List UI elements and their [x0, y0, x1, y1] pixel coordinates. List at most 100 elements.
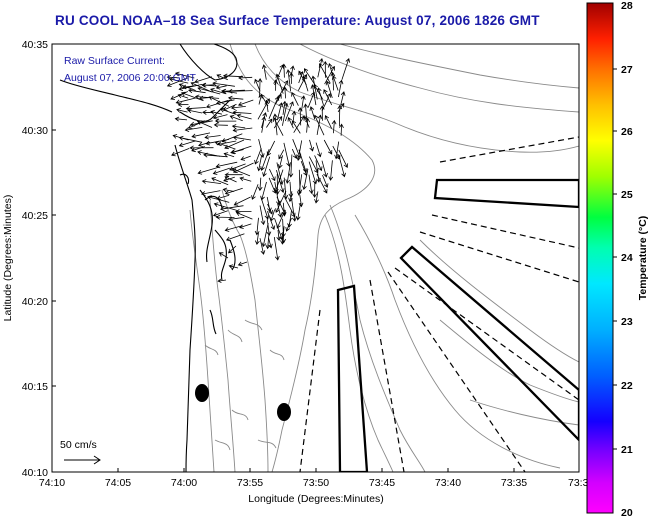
- current-vector: [316, 114, 323, 135]
- current-vector: [178, 135, 203, 143]
- current-vector: [254, 148, 262, 165]
- surface-current-vectors: [166, 57, 351, 283]
- current-vector: [319, 105, 325, 121]
- current-vector: [189, 145, 214, 151]
- current-vector: [277, 203, 283, 218]
- current-vector: [305, 117, 310, 133]
- current-vector: [261, 64, 267, 80]
- current-vector: [212, 210, 228, 217]
- current-vector: [341, 58, 351, 80]
- current-vector: [237, 261, 248, 267]
- colorbar-tick-label: 25: [621, 189, 633, 201]
- current-vector: [286, 69, 292, 92]
- current-vector: [261, 223, 269, 248]
- current-vector: [275, 174, 280, 195]
- current-vector: [325, 80, 333, 99]
- current-vector: [298, 195, 304, 208]
- current-vector: [177, 93, 189, 99]
- current-vector: [266, 118, 273, 128]
- x-tick-label: 73:3: [568, 477, 589, 489]
- current-vector: [210, 110, 222, 115]
- current-vector: [215, 85, 227, 90]
- current-vector: [278, 149, 285, 160]
- colorbar: [586, 2, 614, 514]
- current-vector: [338, 154, 346, 178]
- current-vector: [217, 278, 227, 283]
- current-vector: [276, 102, 284, 121]
- current-vector: [291, 91, 299, 106]
- current-vector: [259, 205, 266, 226]
- current-vector: [261, 116, 267, 133]
- current-vector: [238, 75, 253, 81]
- current-vector: [300, 95, 306, 112]
- current-vector: [309, 139, 315, 152]
- current-vector: [178, 140, 196, 148]
- bathymetry-contours: [189, 44, 579, 472]
- current-vector: [309, 106, 315, 119]
- current-vector: [213, 122, 228, 128]
- current-vector: [268, 237, 273, 249]
- current-vector: [268, 177, 277, 194]
- scale-arrow: [64, 455, 101, 465]
- current-vector: [221, 88, 245, 94]
- current-vector: [267, 203, 273, 215]
- current-vector: [201, 190, 221, 196]
- current-vector: [222, 73, 244, 79]
- current-vector: [272, 113, 278, 136]
- current-vector: [281, 226, 286, 238]
- coastline: [52, 44, 238, 472]
- current-vector: [191, 132, 211, 139]
- current-vector: [303, 103, 309, 120]
- current-vector: [216, 74, 228, 81]
- current-vector: [323, 139, 333, 155]
- current-vector: [273, 79, 279, 91]
- current-vector: [258, 139, 265, 158]
- current-vector: [275, 190, 287, 213]
- current-vector: [198, 141, 211, 147]
- current-vector: [213, 202, 238, 211]
- y-axis-label: Latitude (Degrees:Minutes): [2, 195, 14, 322]
- scale-label: 50 cm/s: [60, 439, 97, 451]
- current-vector: [254, 232, 260, 245]
- current-vector: [282, 102, 289, 126]
- current-vector: [196, 120, 213, 128]
- y-tick-label: 40:35: [22, 39, 48, 51]
- current-vector: [168, 77, 189, 84]
- current-vector: [208, 96, 230, 107]
- x-tick-label: 74:10: [39, 477, 65, 489]
- current-vector: [323, 89, 333, 106]
- plot-area: [52, 44, 579, 472]
- colorbar-tick-label: 28: [621, 0, 633, 12]
- current-vector: [197, 166, 220, 175]
- current-vector: [331, 75, 339, 91]
- current-vector: [297, 74, 308, 91]
- current-vector: [308, 161, 318, 185]
- current-vector: [230, 105, 246, 111]
- current-vector: [237, 99, 254, 107]
- current-vector: [317, 57, 324, 78]
- current-vector: [321, 160, 328, 178]
- current-vector: [302, 75, 309, 92]
- current-vector: [240, 155, 251, 161]
- dashed-guide-lines: [299, 136, 579, 472]
- current-vector: [214, 118, 237, 124]
- y-tick-label: 40:25: [22, 210, 48, 222]
- current-vector: [177, 102, 189, 108]
- colorbar-tick-label: 20: [621, 507, 633, 518]
- current-vector: [228, 245, 237, 254]
- current-vector: [285, 163, 291, 184]
- station-marker: [277, 403, 291, 421]
- current-vector: [256, 155, 262, 172]
- station-marker: [195, 384, 209, 402]
- current-vector: [225, 233, 245, 242]
- current-vector: [223, 152, 235, 158]
- current-vector: [178, 84, 203, 91]
- current-vector: [331, 119, 337, 134]
- current-vector: [220, 205, 244, 212]
- current-vector: [228, 216, 245, 222]
- current-vector: [231, 145, 252, 154]
- current-vector: [328, 160, 334, 181]
- current-vector: [340, 91, 346, 105]
- current-vector: [236, 113, 252, 120]
- current-vector: [268, 96, 280, 119]
